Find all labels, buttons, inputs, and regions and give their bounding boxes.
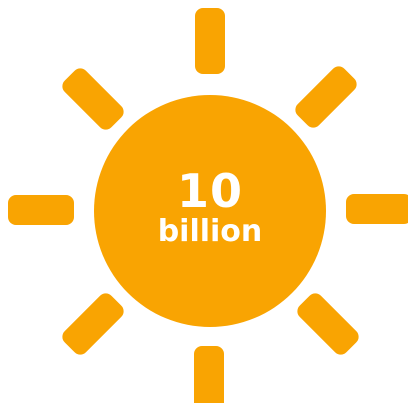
sun-ray-top-right	[295, 66, 357, 128]
sun-ray-left	[8, 195, 74, 225]
sun-ray-top	[195, 8, 225, 74]
sun-rays	[8, 8, 408, 403]
sun-ray-bottom-left	[62, 293, 124, 355]
sun-ray-bottom-right	[297, 293, 359, 355]
sun-ray-right	[346, 194, 408, 224]
sun-ray-top-left	[62, 68, 124, 130]
sun-ray-bottom	[194, 346, 224, 403]
sun-disc	[94, 95, 326, 327]
